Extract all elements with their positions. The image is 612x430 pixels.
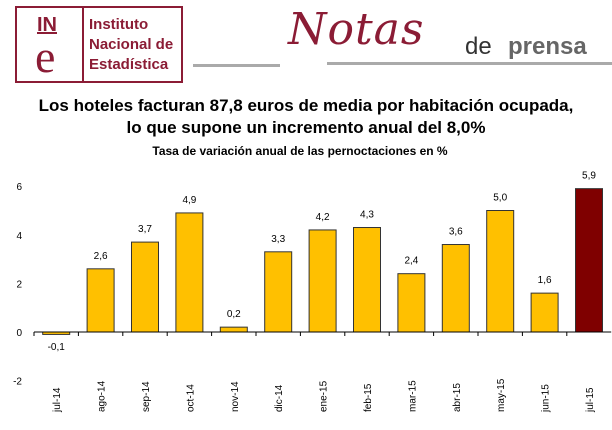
headline-line2: lo que supone un incremento anual del 8,…: [126, 118, 486, 137]
bar: [308, 229, 337, 333]
data-label: 2,4: [404, 256, 418, 267]
y-tick-label: 0: [16, 328, 22, 339]
data-label: 3,6: [449, 227, 463, 238]
logo-in: IN: [37, 14, 57, 36]
ine-logo: IN e Instituto Nacional de Estadística: [15, 6, 183, 83]
data-label: 4,3: [360, 210, 374, 221]
x-tick-label: sep-14: [141, 381, 152, 412]
prensa-text: prensa: [508, 33, 587, 60]
x-tick-label: mar-15: [407, 380, 418, 412]
divider: [193, 64, 280, 67]
divider: [327, 62, 612, 65]
bar: [86, 268, 115, 333]
data-label: 4,2: [316, 212, 330, 223]
bar: [353, 227, 381, 333]
x-tick-label: jul-15: [585, 387, 596, 413]
data-label: 5,0: [493, 193, 507, 204]
bar: [575, 188, 603, 333]
bar: [486, 210, 515, 333]
y-tick-label: 4: [16, 231, 22, 242]
logo-e: e: [35, 31, 56, 82]
x-tick-label: dic-14: [274, 384, 285, 412]
x-tick-label: feb-15: [363, 383, 374, 412]
x-tick-label: ago-14: [97, 380, 108, 412]
bar: [175, 212, 204, 333]
y-tick-label: -2: [13, 377, 22, 388]
x-tick-label: may-15: [496, 378, 507, 412]
chart-title: Tasa de variación anual de las pernoctac…: [152, 144, 448, 158]
logo-name: Instituto Nacional de Estadística: [89, 15, 173, 75]
x-tick-label: ene-15: [319, 380, 330, 412]
data-label: 1,6: [538, 275, 552, 286]
logo-line: Nacional de: [89, 36, 174, 53]
bar: [530, 292, 559, 333]
x-tick-label: jun-15: [541, 384, 552, 413]
x-tick-label: jul-14: [52, 387, 63, 413]
notas-script: Notas: [288, 4, 425, 55]
headline-line1: Los hoteles facturan 87,8 euros de media…: [38, 96, 574, 115]
data-label: 2,6: [94, 251, 108, 262]
x-tick-label: nov-14: [230, 381, 241, 412]
data-label: 4,9: [182, 195, 196, 206]
y-tick-label: 6: [16, 182, 22, 193]
data-label: -0,1: [48, 342, 66, 353]
ine-mark: IN e: [17, 8, 84, 81]
bar: [441, 244, 470, 333]
x-tick-label: oct-14: [185, 384, 196, 412]
bar: [131, 241, 159, 333]
data-label: 5,9: [582, 171, 596, 182]
bar: [397, 273, 426, 333]
y-tick-label: 2: [16, 279, 22, 290]
bar: [219, 326, 248, 333]
logo-line: Estadística: [89, 56, 169, 73]
data-label: 3,3: [271, 234, 285, 245]
logo-line: Instituto: [89, 16, 149, 33]
bar: [264, 251, 293, 333]
x-tick-label: abr-15: [452, 383, 463, 412]
data-label: 3,7: [138, 224, 152, 235]
de-text: de: [465, 33, 492, 60]
data-label: 0,2: [227, 309, 241, 320]
